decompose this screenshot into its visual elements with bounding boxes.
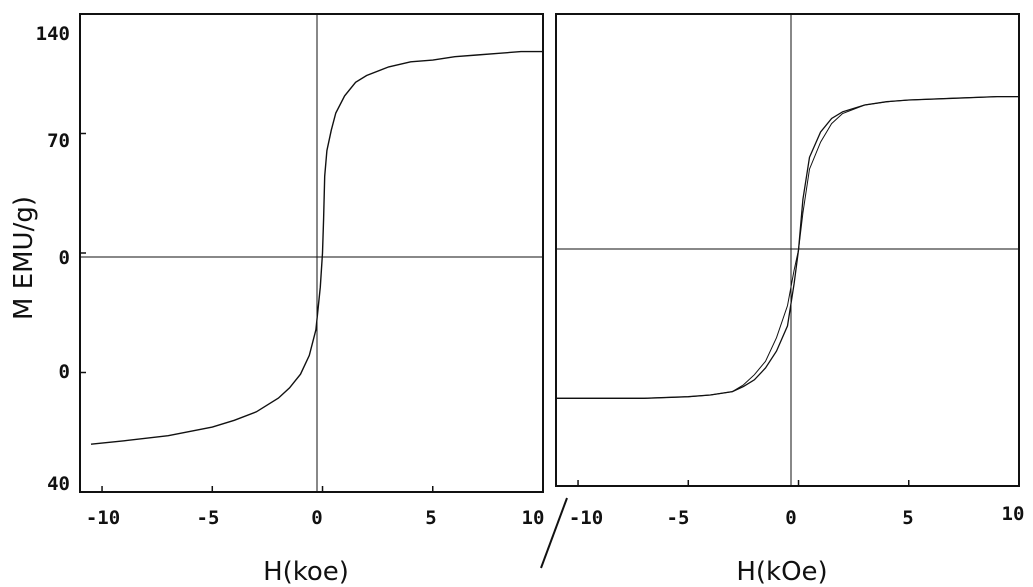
panel-right: -10 -5 0 5 10 H(kOe) [555,13,1025,587]
panel-separator-stroke [540,497,568,569]
x-tick-label-neg10-right: -10 [569,507,603,529]
x-tick-label-neg5: -5 [197,507,220,529]
y-tick-labels-left: 140 70 0 0 40 [36,23,70,495]
x-axis-title-right: H(kOe) [736,557,827,587]
y-axis-title: M EMU/g) [9,196,39,320]
x-tick-labels-right: -10 -5 0 5 10 [569,503,1025,529]
y-tick-label-140: 140 [36,23,70,45]
y-tick-label-neg70: 0 [59,361,70,383]
series-line-left [90,50,543,445]
y-tick-label-0: 0 [59,247,70,269]
plot-frame-right [555,13,1020,487]
y-tick-label-70: 70 [47,130,70,152]
x-axis-title-left: H(koe) [263,557,349,587]
series-line-right-a [556,95,1019,399]
x-tick-label-5: 5 [425,507,436,529]
x-tick-label-0: 0 [311,507,322,529]
plot-frame-left [79,13,544,493]
x-tick-labels-left: -10 -5 0 5 10 [86,507,545,529]
series-line-right-b [556,96,1019,399]
x-tick-label-5-right: 5 [902,507,913,529]
panel-left: 140 70 0 0 40 -10 -5 0 5 10 H(koe) M EMU… [9,13,545,587]
x-tick-label-0-right: 0 [785,507,796,529]
x-tick-label-10-right: 10 [1002,503,1025,525]
tick-marks-right [577,480,1020,486]
x-tick-label-10: 10 [522,507,545,529]
tick-marks-left [80,13,544,493]
x-tick-label-neg5-right: -5 [667,507,690,529]
x-tick-label-neg10: -10 [86,507,120,529]
y-tick-label-neg140: 40 [47,473,70,495]
